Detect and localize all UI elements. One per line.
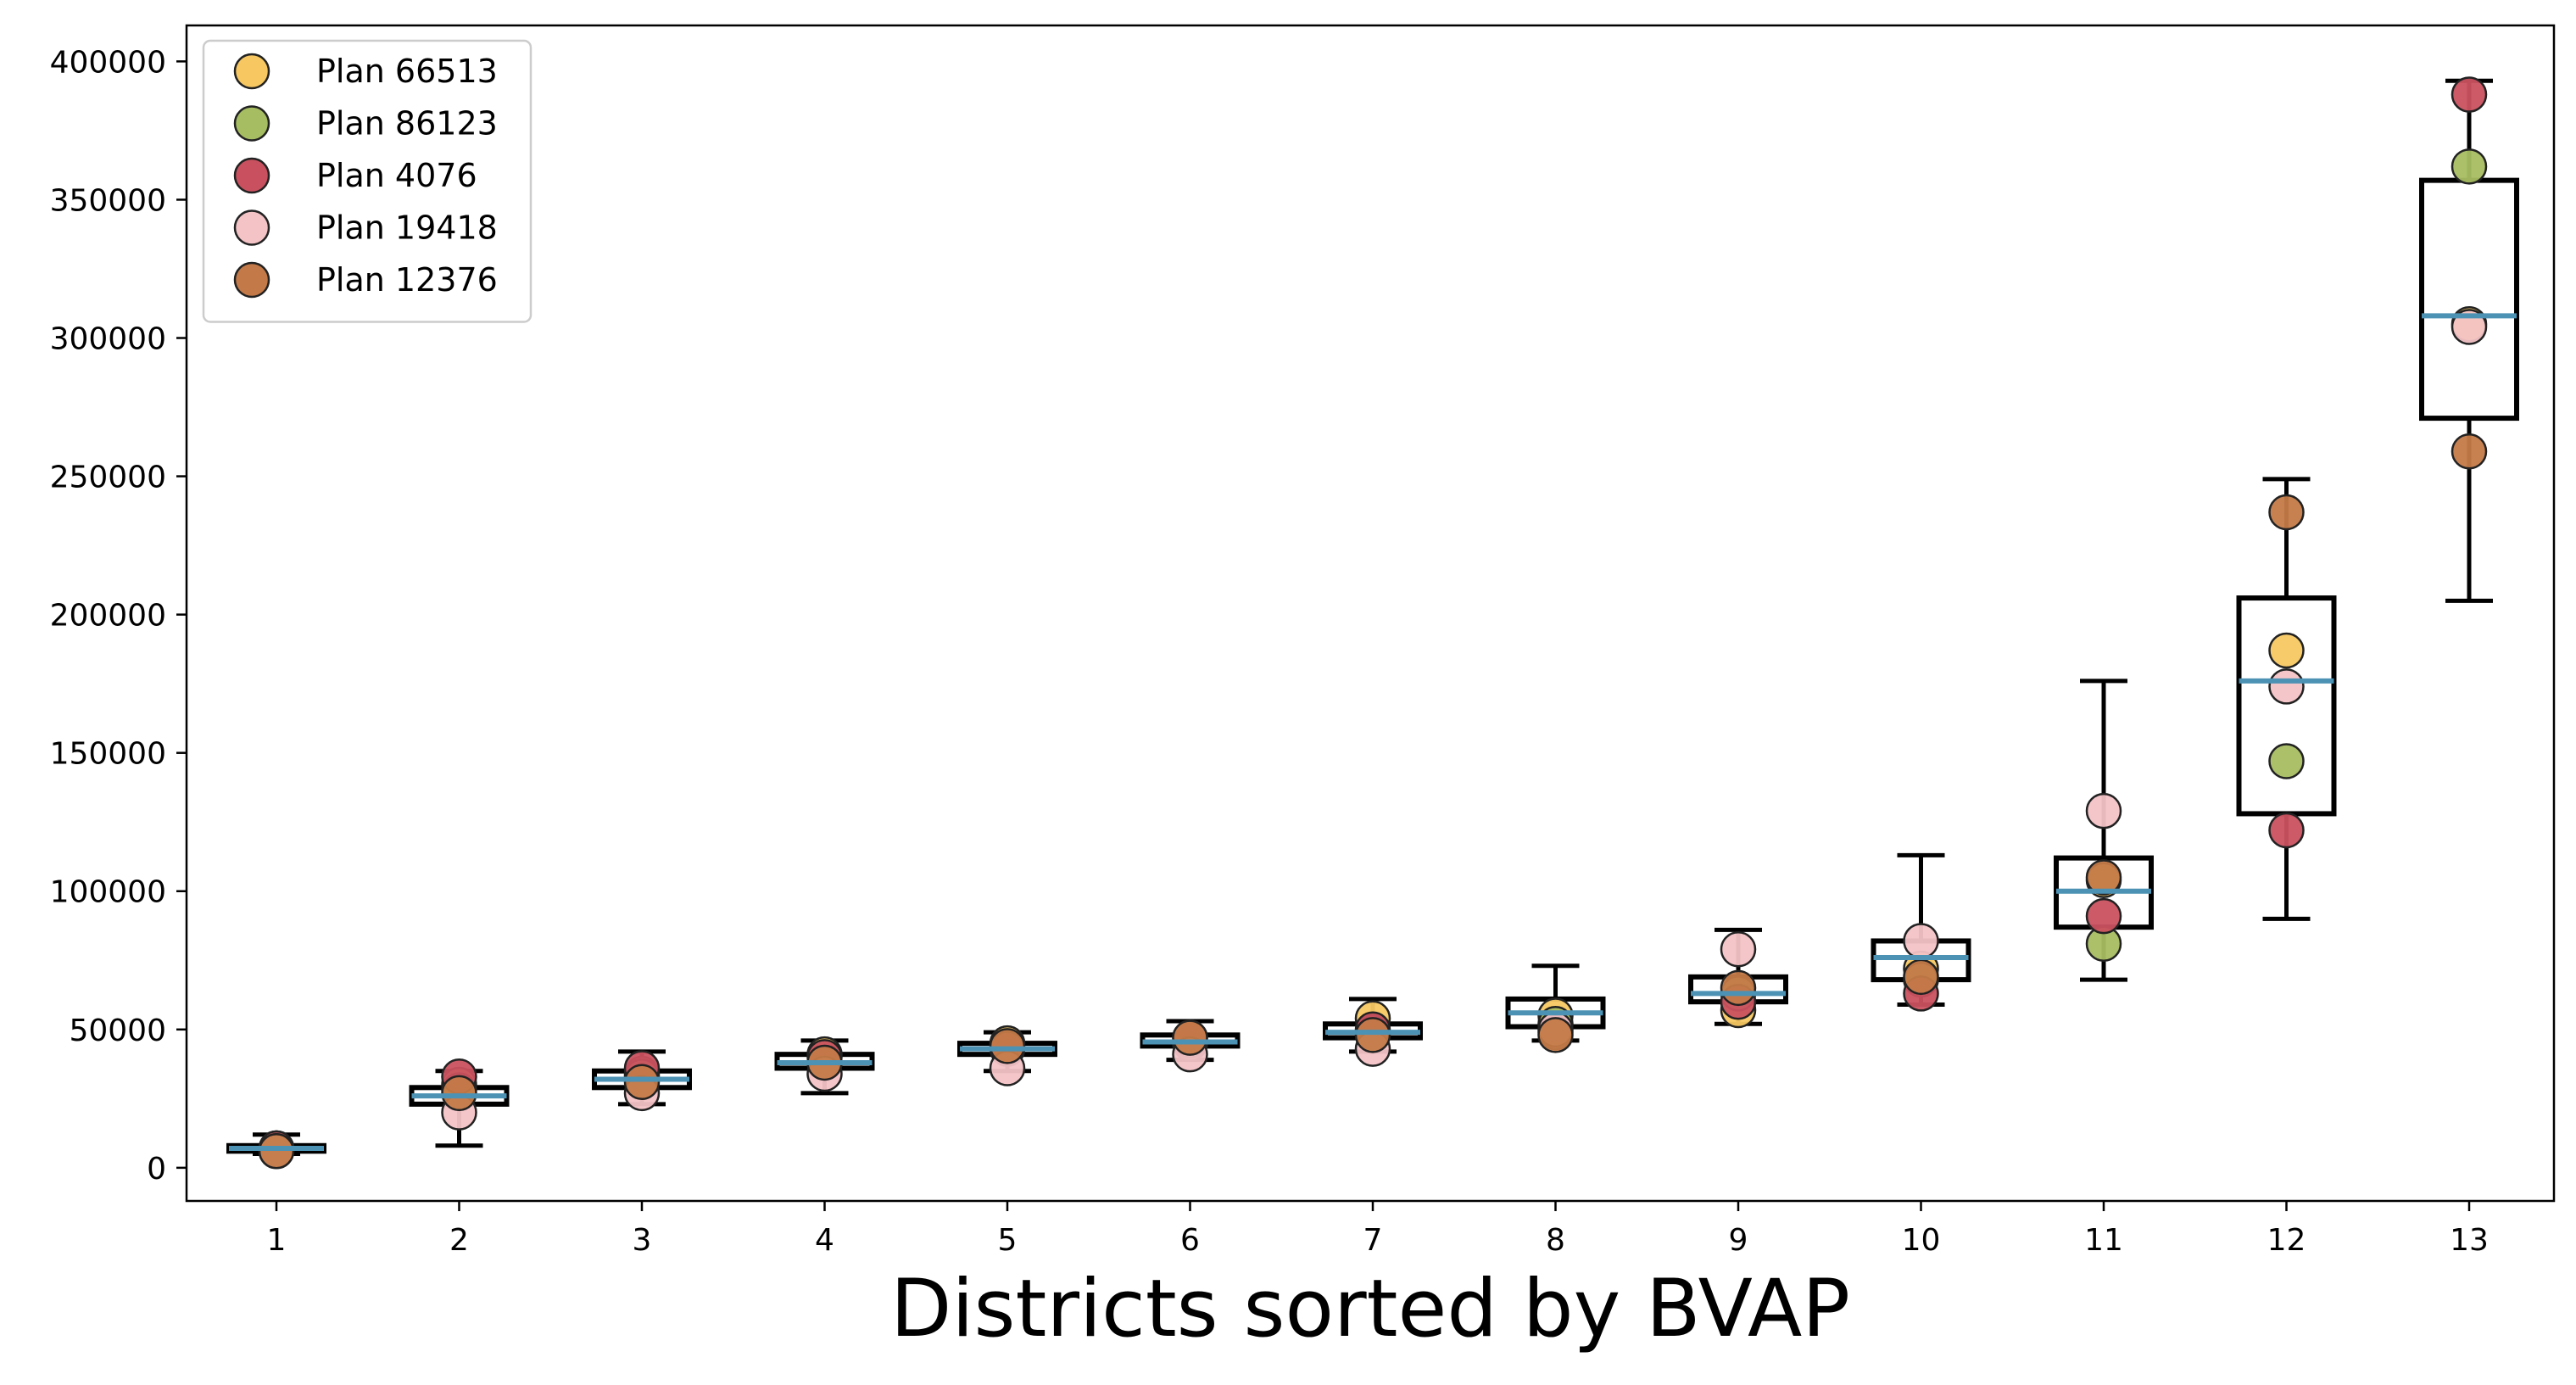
data-point — [2085, 859, 2122, 896]
data-point — [1903, 923, 1939, 959]
data-point — [2085, 897, 2122, 935]
x-tick-label: 6 — [1180, 1223, 1200, 1258]
x-axis-label: Districts sorted by BVAP — [890, 1263, 1850, 1355]
data-point — [2451, 309, 2488, 345]
y-tick-label: 0 — [147, 1152, 166, 1187]
legend-label: Plan 66513 — [316, 53, 498, 90]
legend-marker — [233, 261, 270, 299]
y-tick-label: 250000 — [50, 461, 166, 495]
x-tick-label: 2 — [449, 1223, 469, 1258]
data-point — [1720, 969, 1757, 1007]
data-point — [989, 1028, 1026, 1064]
x-tick-label: 5 — [998, 1223, 1018, 1258]
data-point — [2268, 668, 2305, 705]
iqr-box — [2236, 595, 2337, 817]
y-tick-label: 300000 — [50, 322, 166, 357]
data-point — [2268, 494, 2305, 531]
y-axis-ticks: 0 50000 100000 150000 200000 250000 300000 3500… — [50, 45, 187, 1187]
y-tick-label: 50000 — [69, 1014, 166, 1048]
data-point — [1354, 1017, 1391, 1053]
data-point — [1537, 1017, 1574, 1053]
series-points — [258, 433, 2488, 1170]
legend-marker — [233, 209, 270, 246]
x-tick-label: 8 — [1546, 1223, 1565, 1258]
x-tick-label: 3 — [633, 1223, 652, 1258]
x-tick-label: 12 — [2267, 1223, 2306, 1258]
legend-label: Plan 86123 — [316, 105, 498, 142]
data-point — [2451, 148, 2488, 185]
legend-frame — [202, 39, 532, 323]
data-point — [1720, 930, 1757, 968]
x-tick-label: 10 — [1902, 1223, 1941, 1258]
legend-label: Plan 4076 — [316, 157, 477, 194]
y-tick-label: 150000 — [50, 737, 166, 772]
data-point — [258, 1133, 295, 1170]
x-tick-label: 9 — [1729, 1223, 1748, 1258]
y-tick-label: 100000 — [50, 875, 166, 910]
data-point — [2085, 792, 2122, 829]
legend-label: Plan 12376 — [316, 261, 498, 299]
x-tick-label: 1 — [267, 1223, 287, 1258]
legend: Plan 66513 Plan 86123 Plan 4076 Plan 19418 P… — [202, 39, 532, 323]
data-point — [2451, 76, 2488, 113]
data-point — [441, 1075, 477, 1112]
legend-marker — [233, 157, 270, 194]
data-point — [2268, 632, 2305, 669]
x-tick-label: 11 — [2084, 1223, 2123, 1258]
data-point — [1903, 958, 1939, 996]
legend-marker — [233, 53, 270, 90]
legend-marker — [233, 105, 270, 142]
x-tick-label: 13 — [2450, 1223, 2489, 1258]
y-tick-label: 400000 — [50, 45, 166, 80]
data-point — [2268, 743, 2305, 779]
data-point — [1172, 1019, 1208, 1056]
y-tick-label: 200000 — [50, 599, 166, 634]
x-tick-label: 7 — [1363, 1223, 1383, 1258]
plot-frame — [185, 24, 2556, 1203]
data-point — [2451, 433, 2488, 470]
iqr-box — [2419, 177, 2519, 422]
x-axis-ticks: 1 2 3 4 5 6 7 8 9 10 11 12 13 — [267, 1201, 2489, 1258]
data-point — [623, 1064, 661, 1101]
y-tick-label: 350000 — [50, 183, 166, 218]
data-point — [2268, 812, 2305, 849]
plot-marks — [226, 76, 2519, 1170]
x-tick-label: 4 — [815, 1223, 834, 1258]
legend-label: Plan 19418 — [316, 209, 498, 247]
